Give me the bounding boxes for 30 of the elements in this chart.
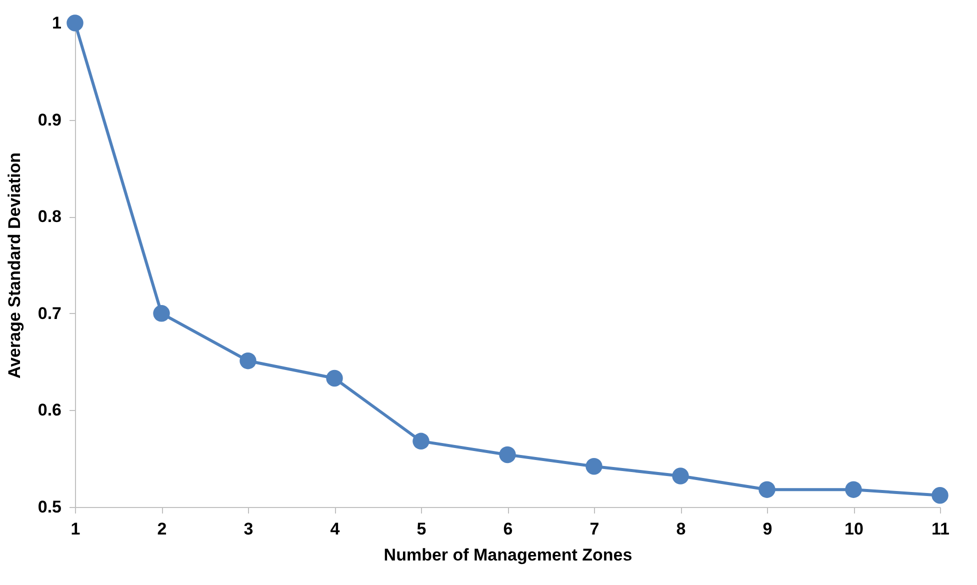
point bbox=[326, 370, 343, 387]
point bbox=[932, 487, 948, 504]
y-tick-label: 0.9 bbox=[38, 110, 62, 130]
point bbox=[672, 468, 689, 484]
x-tick-label: 4 bbox=[330, 520, 340, 538]
x-tick-label: 10 bbox=[844, 520, 864, 538]
x-tick-label: 5 bbox=[416, 520, 426, 538]
y-tick-label: 0.7 bbox=[38, 304, 62, 323]
point bbox=[499, 446, 516, 464]
x-tick-label: 11 bbox=[932, 520, 950, 538]
x-tick-label: 3 bbox=[244, 520, 254, 538]
y-tick-label: 0.6 bbox=[38, 400, 62, 420]
x-tick-label: 1 bbox=[70, 520, 80, 538]
x-tick-label: 2 bbox=[157, 520, 167, 538]
point bbox=[586, 458, 602, 475]
point bbox=[66, 14, 84, 32]
x-tick-label: 7 bbox=[590, 520, 600, 538]
x-tick-label: 8 bbox=[676, 520, 686, 538]
point bbox=[240, 352, 256, 370]
y-tick-label: 0.8 bbox=[38, 207, 62, 226]
x-axis-title: Number of Management Zones bbox=[384, 546, 632, 564]
point bbox=[845, 481, 862, 498]
y-tick-label: 1 bbox=[52, 14, 62, 32]
x-tick-label: 6 bbox=[503, 520, 513, 538]
x-tick-label: 9 bbox=[762, 520, 772, 538]
y-axis-title: Average Standard Deviation bbox=[4, 152, 24, 379]
point bbox=[153, 305, 170, 322]
point bbox=[758, 481, 776, 498]
point bbox=[412, 432, 430, 450]
y-tick-label: 0.5 bbox=[38, 498, 62, 516]
